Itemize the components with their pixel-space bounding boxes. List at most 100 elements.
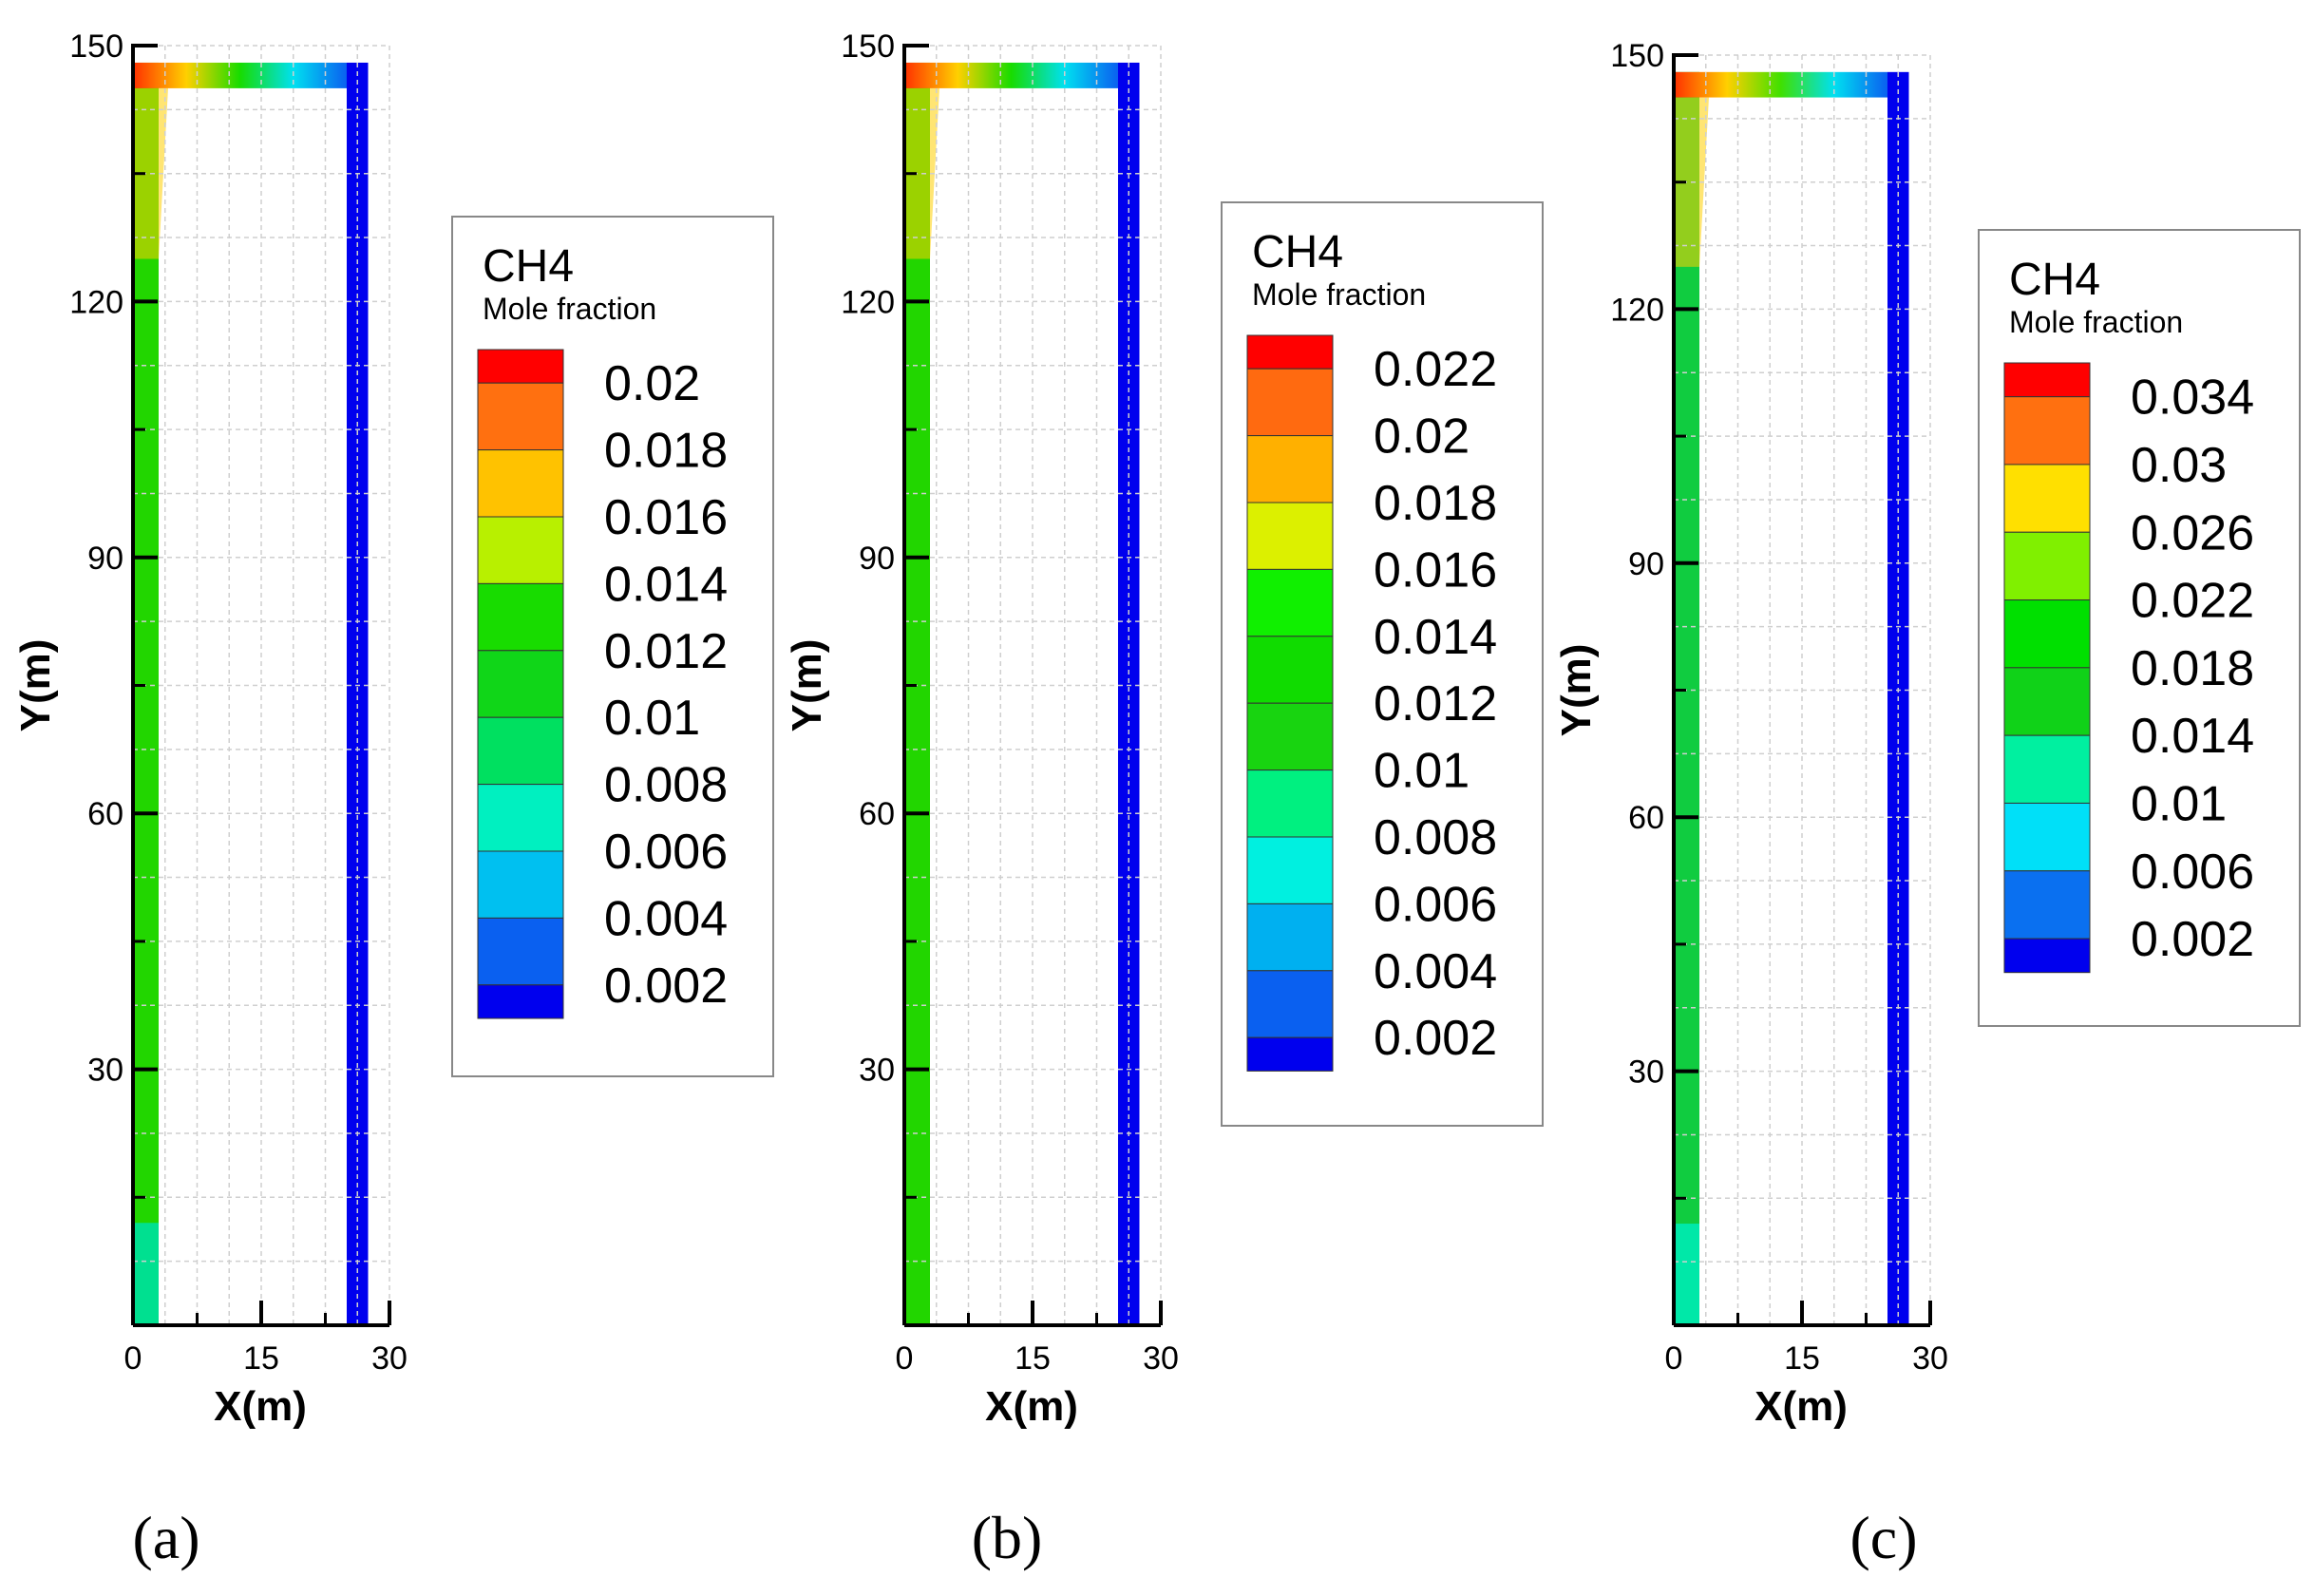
panel-b-outlet-column: [1118, 62, 1140, 1326]
panel-a-legend-levels: 0.02 0.018 0.016 0.014 0.012 0.01 0.008 …: [604, 356, 728, 1014]
panel-a-legend-swatches: [477, 349, 564, 1019]
panel-c-legend-swatch: [2003, 667, 2091, 736]
panel-a-left-wall-bottom: [133, 1223, 159, 1325]
panel-b-label: (b): [972, 1504, 1043, 1571]
panel-b-legend-swatch: [1246, 1036, 1334, 1072]
panel-c-axes: [1672, 53, 1932, 1327]
panel-a-legend-swatch: [477, 516, 564, 584]
panel-b-xtick-30: 30: [1143, 1340, 1179, 1377]
panel-a-legend-level: 0.01: [604, 691, 700, 746]
panel-b-legend-swatch: [1246, 502, 1334, 570]
panel-b-legend-swatch: [1246, 836, 1334, 904]
panel-b-legend-swatches: [1246, 334, 1334, 1072]
panel-c-xtick-0: 0: [1665, 1340, 1683, 1377]
panel-c-legend-swatch: [2003, 531, 2091, 601]
panel-b-xtick-15: 15: [1015, 1340, 1051, 1377]
panel-c-legend-swatch: [2003, 938, 2091, 974]
panel-c-legend-swatch: [2003, 464, 2091, 533]
panel-a-ylabel: Y(m): [12, 639, 59, 732]
panel-c-legend-swatch: [2003, 734, 2091, 804]
panel-b-left-wall: [904, 62, 930, 1326]
panel-b-contour-field: [904, 62, 1140, 1326]
panel-a-legend-swatch: [477, 716, 564, 786]
panel-b-left-wall-bottom: [904, 1223, 930, 1325]
panel-b-ytick-120: 120: [841, 284, 895, 320]
panel-a-ytick-150: 150: [69, 28, 123, 65]
panel-c: 0 15 30 30 60 90 120 150 X(m) Y(m) CH4 M…: [1553, 38, 2301, 1571]
panel-c-legend-level: 0.022: [2131, 574, 2254, 629]
panel-c-ylabel: Y(m): [1553, 644, 1600, 737]
panel-c-legend-swatch: [2003, 599, 2091, 669]
panel-a-legend: CH4 Mole fraction 0.02 0.018 0.016 0.014…: [451, 216, 774, 1077]
panel-b-top-channel: [904, 62, 1118, 88]
panel-a-ytick-90: 90: [87, 541, 123, 577]
panel-b-legend-level: 0.006: [1374, 877, 1497, 932]
panel-b-legend-level: 0.018: [1374, 476, 1497, 531]
panel-b-legend-swatch: [1246, 568, 1334, 637]
panel-a-legend-swatch: [477, 650, 564, 718]
panel-c-legend-levels: 0.034 0.03 0.026 0.022 0.018 0.014 0.01 …: [2131, 370, 2254, 967]
panel-b-ytick-30: 30: [859, 1053, 895, 1089]
panel-c-top-channel: [1674, 71, 1887, 98]
panel-b-xlabel: X(m): [985, 1383, 1078, 1430]
panel-c-ytick-90: 90: [1628, 546, 1664, 582]
panel-a-top-channel: [133, 62, 347, 88]
panel-a-xtick-0: 0: [124, 1340, 142, 1377]
panel-c-legend-level: 0.034: [2131, 370, 2254, 426]
panel-b-ytick-150: 150: [841, 28, 895, 65]
panel-a-xtick-30: 30: [371, 1340, 408, 1377]
panel-b-legend-level: 0.01: [1374, 744, 1470, 799]
panel-b-legend-level: 0.016: [1374, 542, 1497, 598]
panel-b-legend: CH4 Mole fraction 0.022 0.02 0.018 0.016…: [1221, 201, 1544, 1127]
panel-a-legend-swatch: [477, 850, 564, 919]
panel-a-legend-level: 0.004: [604, 891, 728, 946]
panel-c-legend-swatch: [2003, 396, 2091, 466]
panel-b-ylabel: Y(m): [784, 639, 830, 732]
panel-b-legend-swatch: [1246, 334, 1334, 370]
panel-c-legend-swatch: [2003, 802, 2091, 872]
panel-b-legend-level: 0.002: [1374, 1011, 1497, 1066]
panel-b-legend-swatch: [1246, 702, 1334, 771]
panel-c-legend-level: 0.026: [2131, 505, 2254, 560]
panel-a-legend-swatch: [477, 984, 564, 1019]
panel-a-legend-swatch: [477, 449, 564, 518]
panel-a-axes: [131, 44, 391, 1327]
panel-c-legend: CH4 Mole fraction 0.034 0.03 0.026 0.022…: [1978, 229, 2301, 1027]
panel-c-ytick-150: 150: [1610, 38, 1664, 74]
panel-c-left-wall-bottom: [1674, 1224, 1699, 1325]
panel-a-xtick-15: 15: [243, 1340, 279, 1377]
panel-b-legend-subtitle: Mole fraction: [1252, 277, 1426, 312]
panel-c-ytick-60: 60: [1628, 800, 1664, 836]
panel-b-ytick-60: 60: [859, 796, 895, 832]
panel-a-legend-swatch: [477, 917, 564, 986]
panel-a-legend-swatch: [477, 382, 564, 451]
panel-a-outlet-column: [347, 62, 369, 1326]
panel-b-legend-swatch: [1246, 970, 1334, 1038]
panel-c-legend-subtitle: Mole fraction: [2009, 305, 2183, 339]
panel-a-legend-level: 0.018: [604, 424, 728, 479]
panel-b-legend-swatch: [1246, 435, 1334, 504]
panel-a-legend-level: 0.014: [604, 557, 728, 612]
panel-a-legend-swatch: [477, 349, 564, 384]
panel-c-xlabel: X(m): [1754, 1383, 1848, 1430]
panel-a-legend-level: 0.008: [604, 758, 728, 813]
panel-a-legend-subtitle: Mole fraction: [483, 292, 656, 326]
panel-a-legend-level: 0.02: [604, 356, 700, 411]
panel-c-legend-level: 0.018: [2131, 641, 2254, 696]
panel-a-xlabel: X(m): [214, 1383, 307, 1430]
panel-b-legend-level: 0.008: [1374, 810, 1497, 865]
panel-a-ytick-120: 120: [69, 284, 123, 320]
panel-c-legend-level: 0.014: [2131, 709, 2254, 764]
panel-c-left-wall: [1674, 71, 1699, 1326]
panel-b: 0 15 30 30 60 90 120 150 X(m) Y(m) CH4 M…: [784, 28, 1544, 1571]
panel-b-ytick-90: 90: [859, 541, 895, 577]
panel-b-legend-level: 0.014: [1374, 610, 1497, 665]
panel-c-xtick-30: 30: [1912, 1340, 1948, 1377]
panel-c-legend-swatch: [2003, 870, 2091, 940]
panel-b-legend-level: 0.022: [1374, 342, 1497, 397]
panel-b-legend-levels: 0.022 0.02 0.018 0.016 0.014 0.012 0.01 …: [1374, 342, 1497, 1066]
panel-b-grid: [903, 45, 1162, 1326]
panel-c-ytick-30: 30: [1628, 1054, 1664, 1091]
panel-a-contour-field: [133, 62, 369, 1326]
panel-a-legend-swatch: [477, 582, 564, 652]
